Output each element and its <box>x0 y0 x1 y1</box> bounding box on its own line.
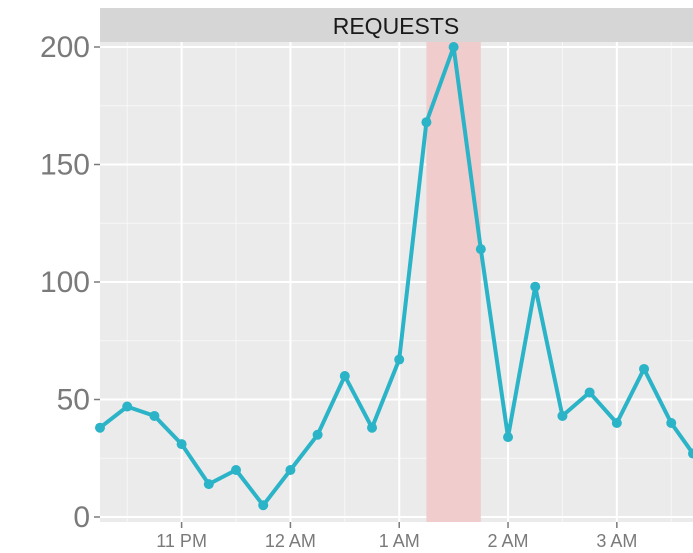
data-point <box>339 371 350 381</box>
series-points <box>95 42 693 511</box>
x-tick-label: 3 AM <box>596 531 637 551</box>
data-point <box>475 244 486 255</box>
data-point <box>557 410 568 421</box>
x-tick-label: 12 AM <box>265 531 316 551</box>
highlight-band <box>426 42 481 522</box>
x-tick-label: 1 AM <box>379 531 420 551</box>
highlight-band-rect <box>426 42 481 522</box>
data-point <box>176 439 187 450</box>
data-point <box>394 354 405 365</box>
data-point <box>285 465 296 475</box>
data-point <box>666 418 677 428</box>
data-point <box>95 422 105 433</box>
data-point <box>639 363 650 374</box>
data-point <box>611 418 622 428</box>
facet-strip <box>100 8 693 42</box>
data-point <box>367 422 378 433</box>
x-tick-label: 2 AM <box>488 531 529 551</box>
data-point <box>421 117 432 128</box>
y-axis-ticks: 0 50 100 150 200 <box>40 31 100 534</box>
data-point <box>448 42 459 52</box>
x-tick-label: 11 PM <box>156 531 207 551</box>
y-tick-label: 50 <box>57 384 90 417</box>
data-point <box>203 479 214 490</box>
data-point <box>149 410 160 421</box>
data-point <box>530 281 541 292</box>
data-point <box>584 387 595 398</box>
data-point <box>258 500 269 511</box>
y-tick-label: 200 <box>40 31 90 64</box>
data-point <box>312 429 323 440</box>
data-point <box>231 465 242 475</box>
x-axis-ticks: 11 PM 12 AM 1 AM 2 AM 3 AM <box>156 522 637 551</box>
y-tick-label: 100 <box>40 266 90 299</box>
facet-strip-label: REQUESTS <box>333 13 460 39</box>
y-tick-label: 0 <box>73 501 90 534</box>
data-point <box>122 401 133 412</box>
data-point <box>503 432 514 443</box>
data-point <box>688 448 693 459</box>
y-tick-label: 150 <box>40 149 90 182</box>
